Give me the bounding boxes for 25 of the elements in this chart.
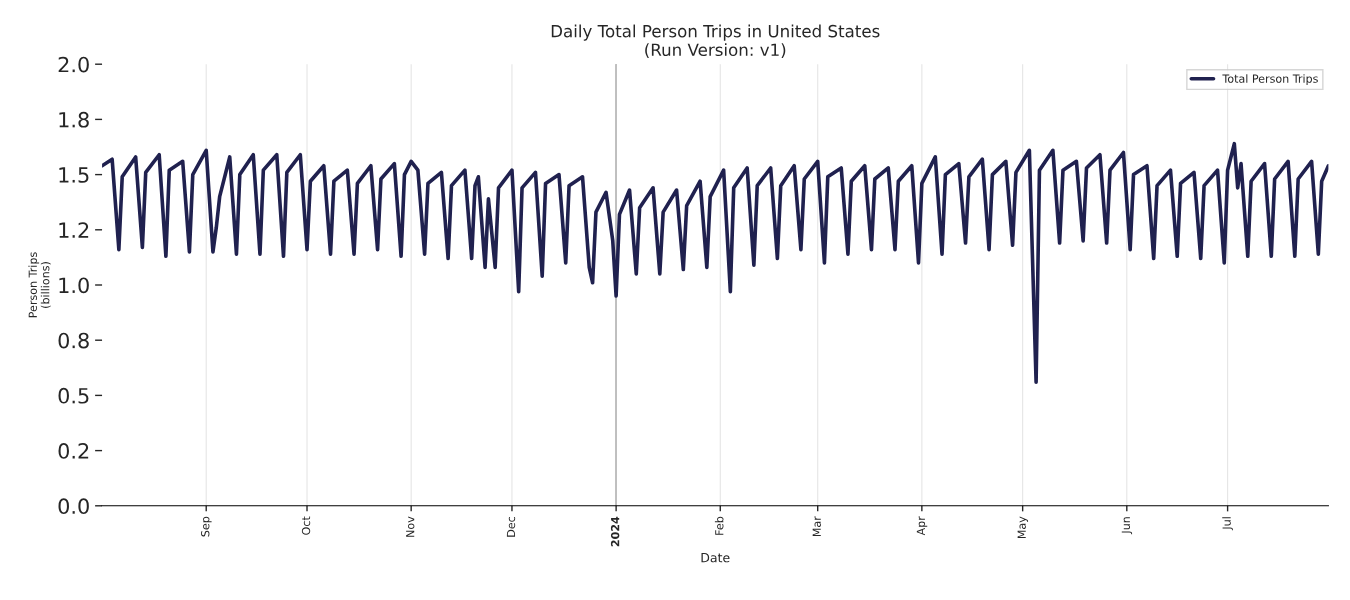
x-tick-label: Apr — [916, 516, 928, 536]
x-tick-label: Dec — [506, 516, 516, 537]
x-tick-label: 2024 — [610, 516, 620, 547]
x-tick-label: Sep — [201, 516, 212, 537]
y-tick-label: 1.2 — [59, 222, 89, 238]
line-series — [102, 141, 1329, 384]
x-axis-title: Date — [701, 553, 730, 563]
y-tick-label: 0.5 — [58, 387, 89, 404]
legend-label: Total Person Trips — [1222, 74, 1318, 85]
y-axis-title: Person Trips (billions) — [28, 252, 51, 318]
x-tick-label: Jun — [1121, 517, 1133, 535]
x-tick-label: Feb — [714, 516, 724, 535]
y-tick-label: 1.0 — [59, 277, 89, 294]
y-tick-label: 1.5 — [59, 167, 89, 183]
y-tick-label: 0.0 — [58, 498, 89, 515]
y-tick-label: 1.8 — [59, 111, 89, 128]
y-tick-label: 2.0 — [58, 56, 89, 73]
y-tick-label: 0.8 — [58, 332, 89, 349]
y-tick-label: 0.2 — [58, 443, 89, 459]
x-tick-label: Oct — [301, 516, 311, 535]
x-tick-label: Nov — [406, 516, 415, 537]
chart-title: Daily Total Person Trips in United States (Run Version: v1) — [551, 24, 880, 59]
x-tick-label: Jul — [1222, 517, 1233, 531]
x-tick-label: Mar — [812, 516, 821, 537]
x-tick-label: May — [1017, 516, 1029, 539]
